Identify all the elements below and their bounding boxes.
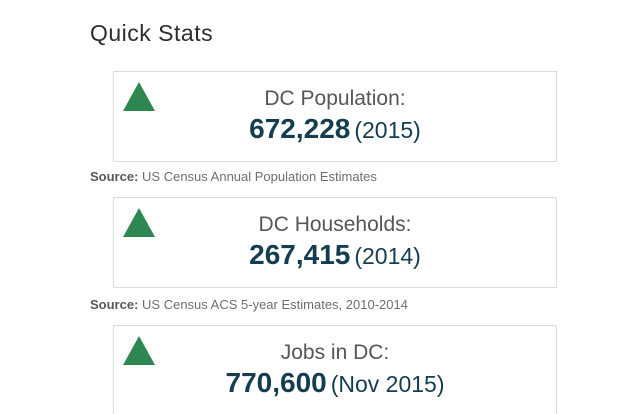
stat-value-line: 770,600 (Nov 2015) — [114, 366, 556, 401]
stat-value-line: 267,415 (2014) — [114, 238, 556, 273]
source-label: Source: — [90, 169, 139, 184]
source-text: US Census Annual Population Estimates — [142, 169, 377, 184]
stat-period: (2015) — [354, 117, 421, 143]
stat-label: Jobs in DC: — [280, 341, 390, 364]
stat-card-dc-population: DC Population: 672,228 (2015) — [113, 71, 557, 162]
stat-value: 672,228 — [249, 113, 351, 144]
trend-up-icon — [123, 82, 155, 111]
trend-up-icon — [123, 208, 155, 237]
page-title: Quick Stats — [90, 20, 214, 46]
source-note-population: Source: US Census Annual Population Esti… — [90, 169, 557, 184]
stat-label: DC Population: — [264, 87, 406, 110]
stat-value: 267,415 — [249, 239, 351, 270]
trend-up-icon — [123, 336, 155, 365]
stat-period: (Nov 2015) — [330, 371, 445, 397]
source-label: Source: — [90, 297, 139, 312]
stat-card-dc-households: DC Households: 267,415 (2014) — [113, 197, 557, 288]
stat-value: 770,600 — [225, 367, 327, 398]
stat-card-jobs-in-dc: Jobs in DC: 770,600 (Nov 2015) — [113, 325, 557, 414]
source-text: US Census ACS 5-year Estimates, 2010-201… — [142, 297, 408, 312]
source-note-households: Source: US Census ACS 5-year Estimates, … — [90, 297, 557, 312]
stat-period: (2014) — [354, 243, 421, 269]
quick-stats-page: Quick Stats DC Population: 672,228 (2015)… — [90, 20, 557, 414]
stat-value-line: 672,228 (2015) — [114, 112, 556, 147]
stat-label: DC Households: — [258, 213, 412, 236]
